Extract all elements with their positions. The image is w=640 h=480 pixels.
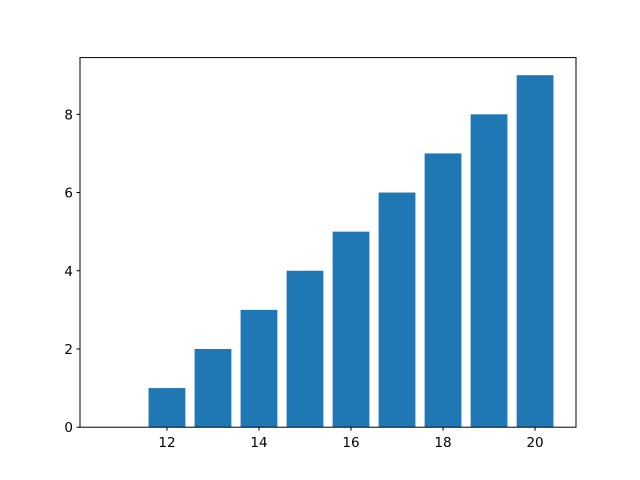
y-tick-label: 8 <box>64 107 73 123</box>
x-tick-label: 20 <box>526 435 543 451</box>
bar <box>332 231 370 428</box>
bar <box>424 153 462 428</box>
y-tick-label: 6 <box>64 186 73 202</box>
plot-frame <box>79 57 577 428</box>
bar <box>516 75 554 428</box>
x-tick-label: 14 <box>250 435 267 451</box>
bar <box>378 192 416 428</box>
y-tick-label: 2 <box>64 342 73 358</box>
bar <box>286 270 324 428</box>
y-tick-label: 0 <box>64 420 73 436</box>
bar <box>148 388 186 428</box>
bar <box>470 114 508 428</box>
bar <box>194 348 232 428</box>
x-tick-label: 18 <box>434 435 451 451</box>
bar <box>240 309 278 428</box>
x-tick-label: 16 <box>342 435 359 451</box>
x-tick-label: 12 <box>158 435 175 451</box>
y-tick-label: 4 <box>64 264 73 280</box>
